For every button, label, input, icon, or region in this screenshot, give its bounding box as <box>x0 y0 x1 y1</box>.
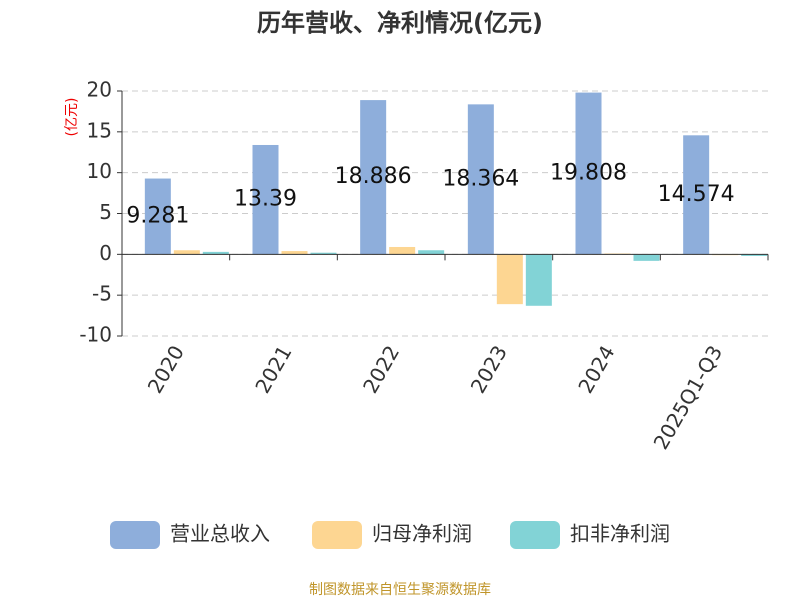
bar <box>389 246 416 255</box>
bar <box>173 250 200 255</box>
legend-swatch <box>110 521 160 549</box>
bar <box>741 254 768 256</box>
bar <box>281 251 308 255</box>
data-label: 13.39 <box>234 187 297 212</box>
y-tick-label: -5 <box>92 282 112 306</box>
chart-title: 历年营收、净利情况(亿元) <box>257 9 543 37</box>
data-label: 9.281 <box>126 203 189 228</box>
y-tick-label: 0 <box>99 241 112 265</box>
x-tick-label: 2023 <box>466 341 512 397</box>
bar <box>633 254 660 261</box>
data-label: 19.808 <box>550 160 627 185</box>
source-note: 制图数据来自恒生聚源数据库 <box>309 582 491 598</box>
y-tick-label: 10 <box>87 159 112 183</box>
y-tick-label: -10 <box>79 323 112 347</box>
y-tick-label: 5 <box>99 200 112 224</box>
x-tick-label: 2025Q1-Q3 <box>649 341 728 453</box>
bar <box>144 178 171 255</box>
bar <box>310 252 337 255</box>
data-label: 18.364 <box>442 166 519 191</box>
bar <box>525 254 552 306</box>
bar <box>418 250 445 255</box>
data-label: 18.886 <box>335 164 412 189</box>
x-tick-label: 2022 <box>358 341 404 397</box>
legend-label: 归母净利润 <box>372 522 472 546</box>
legend-swatch <box>510 521 560 549</box>
y-tick-label: 15 <box>87 118 112 142</box>
bar <box>575 92 602 255</box>
x-tick-label: 2021 <box>250 341 296 397</box>
legend-label: 扣非净利润 <box>570 522 670 546</box>
bar <box>360 100 387 255</box>
legend-label: 营业总收入 <box>170 522 270 546</box>
y-axis-label: (亿元) <box>64 98 80 137</box>
bar <box>496 254 523 305</box>
bar <box>683 135 710 255</box>
bar <box>252 144 279 255</box>
y-tick-label: 20 <box>87 78 112 102</box>
bar <box>467 104 494 255</box>
legend-swatch <box>312 521 362 549</box>
x-tick-label: 2024 <box>573 341 619 397</box>
x-tick-label: 2020 <box>143 341 189 397</box>
data-label: 14.574 <box>658 182 735 207</box>
bar <box>202 251 229 255</box>
